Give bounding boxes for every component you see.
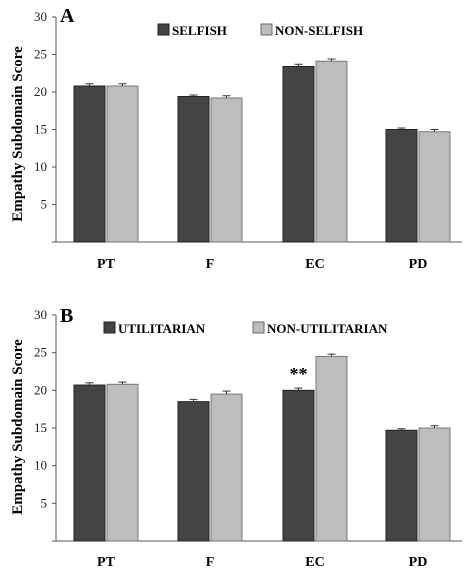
panel-b-bar-f-2	[210, 393, 243, 542]
panel-a-y-axis-label: Empathy Subdomain Score	[10, 46, 26, 222]
panel-b-bar-ec-1	[282, 389, 315, 542]
panel-b-y-tick-label: 30	[34, 307, 47, 322]
panel-b-bar-f-1	[177, 401, 210, 542]
panel-a-legend-swatch-1	[157, 23, 170, 36]
panel-b-y-tick-label: 10	[34, 458, 47, 473]
panel-b-bar-pd-1	[385, 429, 418, 542]
panel-a-legend-swatch-2	[260, 23, 273, 36]
panel-b: B Empathy Subdomain Score UTILITARIAN NO…	[10, 305, 462, 570]
panel-a-bar-pd-2	[418, 131, 451, 243]
panel-a-bar-f-2	[210, 97, 243, 243]
panel-a: A Empathy Subdomain Score SELFISH NON-SE…	[10, 5, 462, 272]
panel-b-bar-pt-1	[73, 384, 106, 542]
panel-a-y-tick-label: 15	[34, 122, 47, 137]
panel-b-legend: UTILITARIAN NON-UTILITARIAN	[103, 321, 388, 336]
panel-b-x-tick-label: PT	[97, 555, 116, 570]
panel-a-bar-f-1	[177, 96, 210, 243]
panel-b-y-tick-label: 5	[41, 495, 48, 510]
panel-b-bar-ec-2	[315, 355, 348, 542]
panel-b-y-tick-label: 15	[34, 420, 47, 435]
panel-a-x-tick-label: PD	[409, 257, 428, 272]
panel-b-legend-label-2: NON-UTILITARIAN	[267, 321, 388, 336]
panel-a-y-tick-label: 20	[34, 84, 47, 99]
panel-a-legend-label-1: SELFISH	[172, 23, 227, 38]
panel-a-bar-pd-1	[385, 129, 418, 243]
panel-a-bar-ec-2	[315, 60, 348, 243]
panel-a-y-tick-label: 5	[41, 197, 48, 212]
panel-a-y-tick-label: 10	[34, 159, 47, 174]
panel-a-legend: SELFISH NON-SELFISH	[157, 23, 363, 38]
panel-a-y-tick-label: 30	[34, 9, 47, 24]
panel-b-legend-swatch-2	[252, 321, 265, 334]
panel-b-letter: B	[60, 305, 73, 327]
panel-a-letter: A	[60, 5, 75, 27]
panel-a-x-tick-label: F	[206, 257, 215, 272]
panel-a-bar-pt-2	[106, 85, 139, 243]
panel-a-bar-pt-1	[73, 85, 106, 243]
panel-b-x-tick-label: F	[206, 555, 215, 570]
panel-b-significance-annotation: **	[290, 364, 308, 384]
panel-a-y-tick-label: 25	[34, 47, 47, 62]
panel-b-y-axis-label: Empathy Subdomain Score	[10, 339, 26, 515]
panel-b-legend-label-1: UTILITARIAN	[118, 321, 206, 336]
panel-a-bar-ec-1	[282, 66, 315, 243]
panel-b-y-tick-label: 25	[34, 345, 47, 360]
panel-b-x-tick-label: EC	[305, 555, 324, 570]
panel-a-x-tick-label: PT	[97, 257, 116, 272]
panel-b-x-tick-label: PD	[409, 555, 428, 570]
panel-a-legend-label-2: NON-SELFISH	[275, 23, 363, 38]
panel-a-x-tick-label: EC	[305, 257, 324, 272]
panel-b-bar-pd-2	[418, 427, 451, 542]
panel-b-y-tick-label: 20	[34, 382, 47, 397]
panel-b-legend-swatch-1	[103, 321, 116, 334]
panel-b-bar-pt-2	[106, 383, 139, 542]
